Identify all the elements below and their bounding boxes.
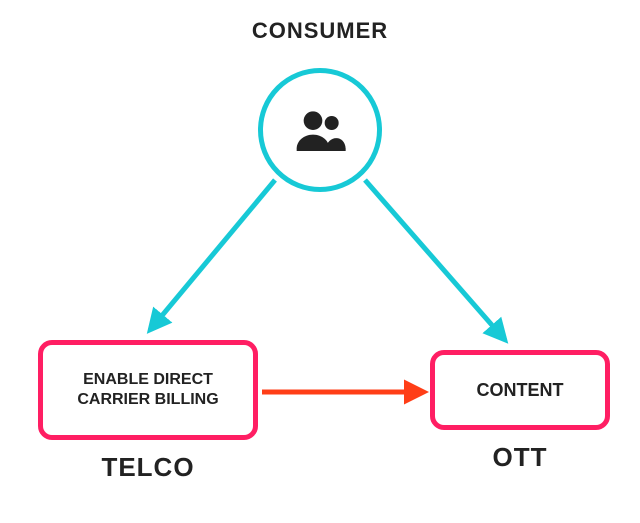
arrow-consumer-to-ott xyxy=(365,180,505,340)
ott-box-text: CONTENT xyxy=(477,379,564,402)
telco-label: TELCO xyxy=(38,452,258,483)
consumer-icon xyxy=(292,102,348,158)
ott-box: CONTENT xyxy=(430,350,610,430)
arrow-consumer-to-telco xyxy=(150,180,275,330)
telco-box-text: ENABLE DIRECT CARRIER BILLING xyxy=(53,370,243,410)
ott-label: OTT xyxy=(430,442,610,473)
consumer-circle xyxy=(258,68,382,192)
top-label: CONSUMER xyxy=(0,18,640,44)
telco-box: ENABLE DIRECT CARRIER BILLING xyxy=(38,340,258,440)
